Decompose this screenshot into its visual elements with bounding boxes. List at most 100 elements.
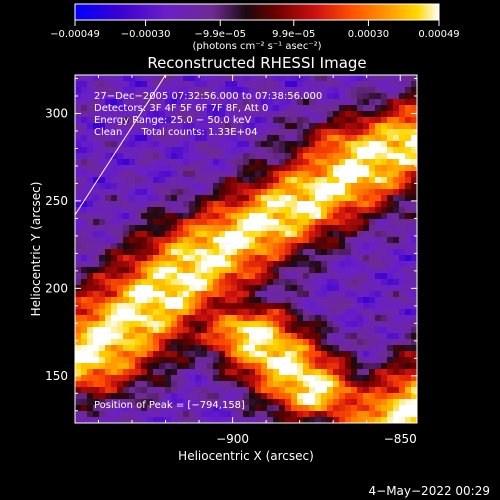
heatmap-cell [105, 411, 111, 417]
heatmap-cell [147, 333, 153, 339]
heatmap-cell [87, 165, 93, 171]
heatmap-cell [183, 291, 189, 297]
heatmap-cell [309, 159, 315, 165]
heatmap-cell [327, 237, 333, 243]
heatmap-cell [333, 333, 339, 339]
heatmap-cell [201, 213, 207, 219]
heatmap-cell [345, 231, 351, 237]
heatmap-cell [99, 357, 105, 363]
heatmap-cell [309, 345, 315, 351]
heatmap-cell [279, 207, 285, 213]
heatmap-cell [357, 315, 363, 321]
heatmap-cell [75, 135, 81, 141]
heatmap-cell [207, 369, 213, 375]
heatmap-cell [147, 225, 153, 231]
heatmap-cell [381, 249, 387, 255]
heatmap-cell [123, 291, 129, 297]
heatmap-cell [393, 285, 399, 291]
heatmap-cell [117, 363, 123, 369]
heatmap-cell [231, 375, 237, 381]
heatmap-cell [93, 333, 99, 339]
heatmap-cell [273, 231, 279, 237]
heatmap-cell [405, 237, 411, 243]
heatmap-cell [159, 345, 165, 351]
heatmap-cell [159, 231, 165, 237]
heatmap-cell [267, 351, 273, 357]
heatmap-cell [129, 315, 135, 321]
heatmap-cell [357, 159, 363, 165]
heatmap-cell [381, 75, 387, 81]
heatmap-cell [279, 135, 285, 141]
heatmap-cell [393, 201, 399, 207]
heatmap-cell [201, 225, 207, 231]
heatmap-cell [261, 357, 267, 363]
heatmap-cell [147, 177, 153, 183]
heatmap-cell [225, 369, 231, 375]
heatmap-cell [231, 111, 237, 117]
heatmap-cell [393, 249, 399, 255]
heatmap-cell [387, 219, 393, 225]
heatmap-cell [93, 171, 99, 177]
heatmap-cell [111, 297, 117, 303]
heatmap-cell [255, 201, 261, 207]
heatmap-cell [381, 219, 387, 225]
heatmap-cell [261, 315, 267, 321]
heatmap-cell [81, 345, 87, 351]
heatmap-cell [279, 255, 285, 261]
heatmap-cell [123, 399, 129, 405]
heatmap-cell [405, 159, 411, 165]
heatmap-cell [357, 297, 363, 303]
heatmap-cell [243, 207, 249, 213]
heatmap-cell [117, 369, 123, 375]
heatmap-cell [135, 123, 141, 129]
heatmap-cell [99, 393, 105, 399]
heatmap-cell [351, 345, 357, 351]
heatmap-cell [195, 249, 201, 255]
heatmap-cell [297, 399, 303, 405]
heatmap-cell [393, 303, 399, 309]
heatmap-cell [159, 87, 165, 93]
heatmap-cell [357, 357, 363, 363]
heatmap-cell [363, 279, 369, 285]
heatmap-cell [105, 339, 111, 345]
heatmap-cell [243, 219, 249, 225]
heatmap-cell [111, 111, 117, 117]
heatmap-cell [105, 165, 111, 171]
heatmap-cell [183, 177, 189, 183]
heatmap-cell [135, 183, 141, 189]
heatmap-cell [195, 267, 201, 273]
heatmap-cell [225, 147, 231, 153]
heatmap-cell [303, 405, 309, 411]
heatmap-cell [315, 387, 321, 393]
heatmap-cell [375, 417, 381, 423]
heatmap-cell [309, 399, 315, 405]
heatmap-cell [273, 105, 279, 111]
heatmap-cell [285, 219, 291, 225]
heatmap-cell [357, 111, 363, 117]
heatmap-cell [375, 111, 381, 117]
heatmap-cell [189, 153, 195, 159]
heatmap-cell [177, 231, 183, 237]
heatmap-cell [195, 411, 201, 417]
heatmap-cell [147, 261, 153, 267]
heatmap-cell [237, 357, 243, 363]
heatmap-cell [99, 345, 105, 351]
heatmap-cell [411, 375, 417, 381]
heatmap-cell [285, 135, 291, 141]
heatmap-cell [189, 321, 195, 327]
heatmap-cell [405, 141, 411, 147]
heatmap-cell [273, 339, 279, 345]
heatmap-cell [351, 321, 357, 327]
heatmap-cell [369, 369, 375, 375]
heatmap-cell [315, 159, 321, 165]
heatmap-cell [213, 393, 219, 399]
heatmap-cell [237, 285, 243, 291]
heatmap-cell [243, 165, 249, 171]
heatmap-cell [87, 399, 93, 405]
heatmap-cell [363, 375, 369, 381]
heatmap-cell [297, 231, 303, 237]
heatmap-cell [171, 189, 177, 195]
heatmap-cell [75, 345, 81, 351]
heatmap-cell [177, 363, 183, 369]
heatmap-cell [207, 201, 213, 207]
